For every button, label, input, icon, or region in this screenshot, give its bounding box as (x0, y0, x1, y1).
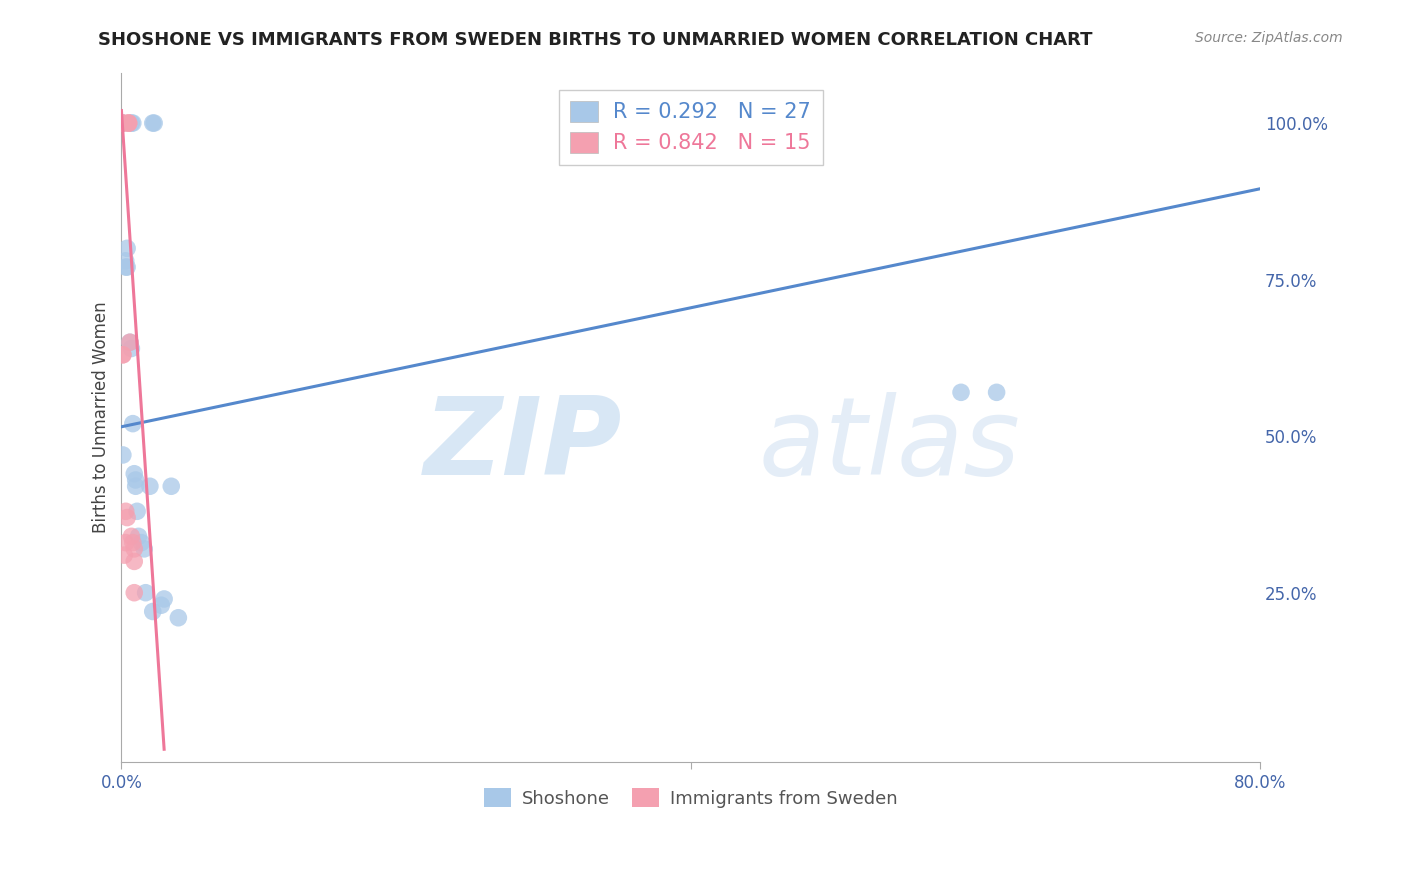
Point (122, 467, 145, 481)
Point (122, 585, 145, 599)
Point (160, 479, 183, 493)
Point (115, 241, 138, 255)
Y-axis label: Births to Unmarried Women: Births to Unmarried Women (93, 301, 110, 533)
Point (112, 548, 135, 562)
Point (122, 541, 145, 556)
Text: ZIP: ZIP (425, 392, 623, 498)
Point (121, 116, 143, 130)
Point (111, 448, 134, 462)
Point (128, 529, 150, 543)
Point (120, 116, 142, 130)
Point (135, 585, 157, 599)
Point (114, 253, 136, 268)
Point (131, 535, 153, 549)
Point (111, 116, 134, 130)
Point (986, 385, 1008, 400)
Point (142, 605, 165, 619)
Point (139, 479, 162, 493)
Point (115, 510, 138, 524)
Point (111, 116, 134, 130)
Point (117, 116, 139, 130)
Text: atlas: atlas (759, 392, 1021, 498)
Point (950, 385, 973, 400)
Point (114, 260, 136, 274)
Point (167, 611, 190, 625)
Point (118, 335, 141, 350)
Point (118, 335, 141, 350)
Legend: Shoshone, Immigrants from Sweden: Shoshone, Immigrants from Sweden (477, 780, 904, 814)
Point (143, 116, 166, 130)
Point (117, 116, 139, 130)
Point (153, 591, 176, 606)
Point (122, 554, 145, 568)
Point (134, 541, 156, 556)
Point (114, 504, 136, 518)
Point (150, 599, 173, 613)
Point (114, 535, 136, 549)
Point (121, 535, 143, 549)
Point (111, 348, 134, 362)
Point (117, 116, 139, 130)
Point (121, 417, 143, 431)
Point (124, 479, 146, 493)
Text: SHOSHONE VS IMMIGRANTS FROM SWEDEN BIRTHS TO UNMARRIED WOMEN CORRELATION CHART: SHOSHONE VS IMMIGRANTS FROM SWEDEN BIRTH… (98, 31, 1092, 49)
Point (142, 116, 165, 130)
Point (115, 260, 138, 274)
Point (120, 342, 142, 356)
Point (127, 504, 149, 518)
Point (111, 116, 134, 130)
Point (120, 529, 142, 543)
Point (124, 473, 146, 487)
Text: Source: ZipAtlas.com: Source: ZipAtlas.com (1195, 31, 1343, 45)
Point (111, 348, 134, 362)
